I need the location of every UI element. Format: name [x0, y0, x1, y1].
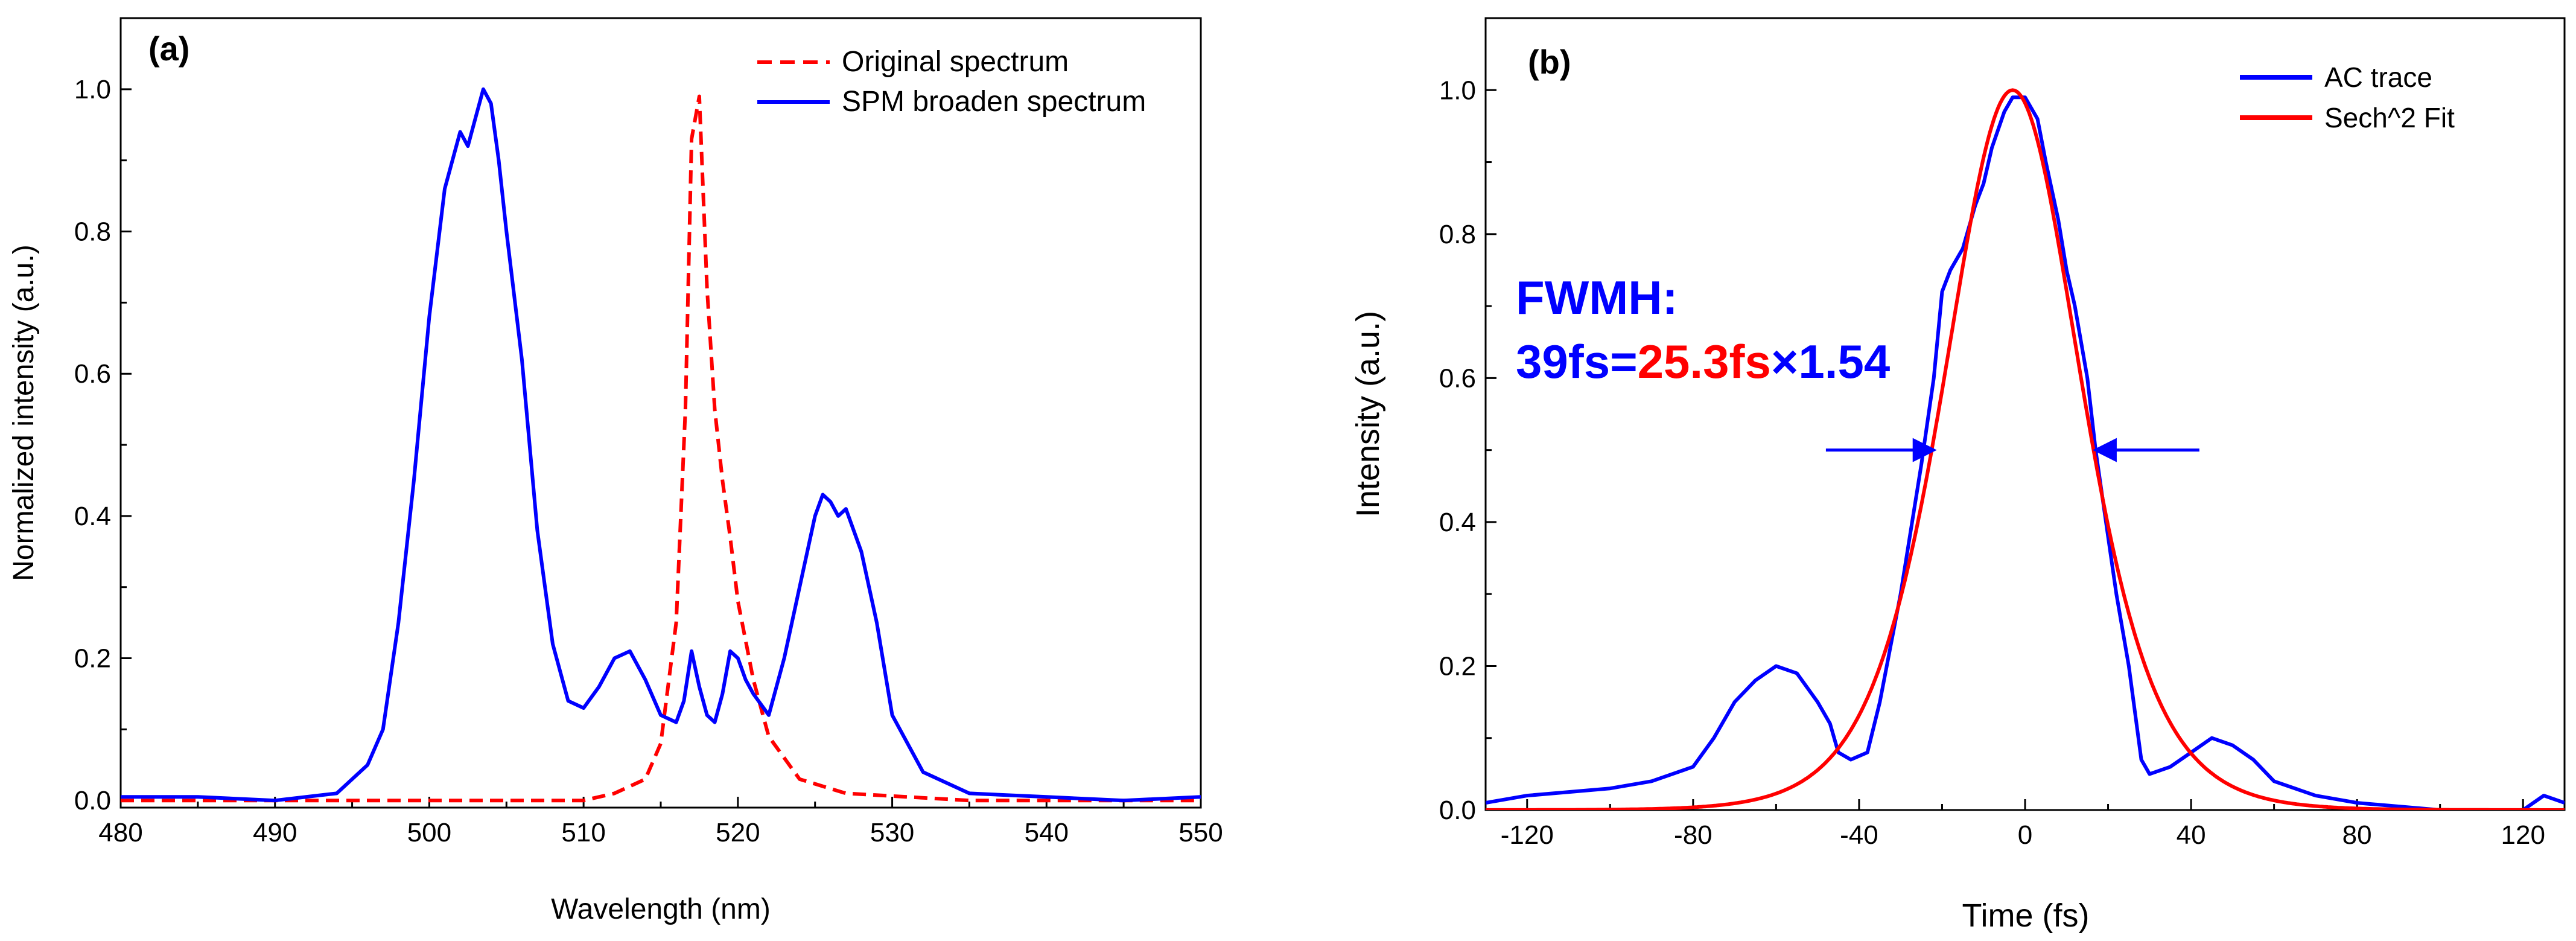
y-tick-label-a-1: 0.2 — [74, 644, 111, 674]
series-line-ac-trace — [1486, 95, 2565, 810]
y-tick-label-b-3: 0.6 — [1439, 363, 1476, 393]
fwhm-pulse: 25.3fs — [1638, 335, 1771, 388]
x-tick-label-a-4: 520 — [716, 818, 760, 847]
fwhm-annotation-equation: 39fs=25.3fs×1.54 — [1516, 335, 1890, 388]
panel-a-legend: Original spectrum SPM broaden spectrum — [757, 46, 1146, 118]
x-tick-label-b-4: 40 — [2177, 820, 2206, 850]
x-tick-label-a-5: 530 — [870, 818, 914, 847]
y-tick-label-a-2: 0.4 — [74, 502, 111, 531]
panel-b-plot-frame — [1484, 17, 2566, 811]
y-tick-label-a-5: 1.0 — [74, 75, 111, 104]
x-tick-label-a-0: 480 — [98, 818, 142, 847]
y-tick-label-a-3: 0.6 — [74, 359, 111, 389]
x-tick-label-b-5: 80 — [2342, 820, 2372, 850]
x-tick-label-a-6: 540 — [1025, 818, 1069, 847]
x-tick-label-a-7: 550 — [1178, 818, 1223, 847]
legend-label-spm-broaden-spectrum: SPM broaden spectrum — [842, 86, 1146, 118]
series-line-spm-broaden-spectrum — [121, 87, 1201, 803]
y-tick-label-a-0: 0.0 — [74, 786, 111, 815]
legend-label-original-spectrum: Original spectrum — [842, 46, 1069, 78]
x-tick-label-a-2: 500 — [407, 818, 451, 847]
series-line-sech-2-fit — [1486, 88, 2565, 810]
legend-label-sech2-fit: Sech^2 Fit — [2324, 102, 2455, 133]
y-tick-label-b-0: 0.0 — [1439, 796, 1476, 825]
panel-b-x-axis-title: Time (fs) — [1962, 898, 2090, 934]
panel-a-x-axis-title: Wavelength (nm) — [551, 893, 771, 925]
panel-a: 480 490 500 510 520 530 540 550 0.0 0.2 0.4 0.6 0.8 1… — [8, 17, 1223, 925]
panel-a-plot-frame — [119, 17, 1202, 809]
legend-label-ac-trace: AC trace — [2324, 62, 2432, 93]
panel-b-y-axis-title: Intensity (a.u.) — [1350, 311, 1386, 517]
fwhm-factor: ×1.54 — [1771, 335, 1890, 388]
x-tick-label-a-3: 510 — [561, 818, 605, 847]
fwhm-annotation-title: FWMH: — [1516, 271, 1678, 324]
panel-a-series — [121, 87, 1201, 803]
panel-b-label: (b) — [1528, 43, 1571, 81]
x-tick-label-b-2: -40 — [1840, 820, 1878, 850]
y-tick-label-b-2: 0.4 — [1439, 508, 1476, 537]
panel-a-y-axis-title: Normalized intensity (a.u.) — [8, 244, 40, 581]
panel-b-legend: AC trace Sech^2 Fit — [2240, 62, 2455, 133]
panel-a-label: (a) — [148, 30, 189, 68]
y-tick-label-b-5: 1.0 — [1439, 75, 1476, 105]
fwhm-annotation: FWMH: 39fs=25.3fs×1.54 — [1516, 271, 1890, 388]
y-tick-label-a-4: 0.8 — [74, 217, 111, 247]
series-line-original-spectrum — [121, 94, 1201, 803]
y-tick-label-b-1: 0.2 — [1439, 651, 1476, 681]
panel-b-series — [1486, 88, 2565, 810]
x-tick-label-b-0: -120 — [1501, 820, 1554, 850]
panel-b: -120 -80 -40 0 40 80 120 0.0 0.2 0.4 0.6 0.8 1.0 (b)… — [1350, 17, 2566, 934]
x-tick-label-b-3: 0 — [2018, 820, 2032, 850]
x-tick-label-b-1: -80 — [1674, 820, 1713, 850]
x-tick-label-a-1: 490 — [253, 818, 297, 847]
panel-a-ticks: 480 490 500 510 520 530 540 550 0.0 0.2 0.4 0.6 0.8 1… — [74, 75, 1223, 847]
fwhm-measured: 39fs= — [1516, 335, 1638, 388]
panel-b-ticks: -120 -80 -40 0 40 80 120 0.0 0.2 0.4 0.6 0.8 1.0 — [1439, 75, 2545, 850]
x-tick-label-b-6: 120 — [2501, 820, 2545, 850]
y-tick-label-b-4: 0.8 — [1439, 220, 1476, 249]
